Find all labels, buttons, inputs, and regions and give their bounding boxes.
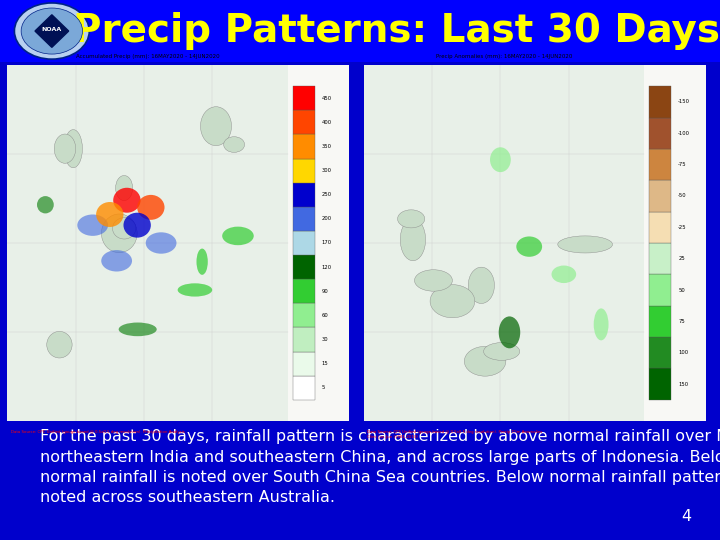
- Text: 15: 15: [322, 361, 328, 366]
- Ellipse shape: [119, 322, 157, 336]
- Bar: [649, 274, 672, 306]
- Ellipse shape: [552, 266, 576, 283]
- Bar: [7, 65, 288, 421]
- Text: 300: 300: [322, 168, 332, 173]
- Ellipse shape: [145, 232, 176, 254]
- Ellipse shape: [124, 213, 151, 238]
- Bar: [293, 86, 315, 110]
- Text: 350: 350: [322, 144, 332, 149]
- Text: 60: 60: [322, 313, 328, 318]
- Text: Accumulated Precip (mm): 16MAY2020 - 14JUN2020: Accumulated Precip (mm): 16MAY2020 - 14J…: [76, 55, 219, 59]
- Ellipse shape: [558, 236, 613, 253]
- Bar: [364, 65, 644, 421]
- Circle shape: [21, 8, 83, 54]
- Text: 170: 170: [322, 240, 332, 246]
- Ellipse shape: [499, 316, 521, 348]
- Bar: [649, 368, 672, 400]
- Bar: [293, 279, 315, 303]
- Bar: [293, 376, 315, 400]
- Ellipse shape: [197, 248, 208, 275]
- Ellipse shape: [594, 308, 608, 340]
- Text: 5: 5: [322, 385, 325, 390]
- Text: 30: 30: [322, 337, 328, 342]
- Ellipse shape: [222, 227, 253, 245]
- Ellipse shape: [200, 107, 232, 146]
- Bar: [293, 183, 315, 207]
- Ellipse shape: [397, 210, 425, 228]
- Text: 4: 4: [681, 509, 691, 524]
- Ellipse shape: [37, 196, 54, 213]
- Bar: [649, 180, 672, 212]
- Bar: [293, 303, 315, 327]
- Text: -50: -50: [678, 193, 687, 199]
- Bar: [649, 86, 672, 118]
- Text: NOAA: NOAA: [42, 28, 62, 32]
- Ellipse shape: [178, 284, 212, 296]
- Text: Data Source: CFS Unified (gauge-based @ 0.5x0.5 deg resolution). Precip Clim Ano: Data Source: CFS Unified (gauge-based @ …: [367, 430, 542, 438]
- Text: Precip Anomalies (mm): 16MAY2020 - 14JUN2020: Precip Anomalies (mm): 16MAY2020 - 14JUN…: [436, 55, 572, 59]
- Bar: [293, 231, 315, 255]
- Ellipse shape: [47, 332, 72, 358]
- Circle shape: [14, 3, 89, 59]
- Text: 250: 250: [322, 192, 332, 197]
- Ellipse shape: [137, 195, 164, 220]
- Bar: [0, 0, 720, 62]
- Bar: [649, 149, 672, 180]
- Ellipse shape: [102, 250, 132, 272]
- Text: 450: 450: [322, 96, 332, 101]
- Bar: [649, 243, 672, 274]
- Polygon shape: [35, 15, 68, 48]
- Ellipse shape: [116, 176, 132, 200]
- Ellipse shape: [96, 202, 124, 227]
- Bar: [649, 306, 672, 337]
- Ellipse shape: [400, 219, 426, 261]
- Bar: [0, 62, 720, 540]
- Text: For the past 30 days, rainfall pattern is characterized by above normal rainfall: For the past 30 days, rainfall pattern i…: [40, 429, 720, 505]
- Bar: [293, 255, 315, 279]
- Ellipse shape: [484, 342, 520, 360]
- Ellipse shape: [102, 214, 137, 253]
- Ellipse shape: [415, 270, 452, 291]
- Text: -25: -25: [678, 225, 687, 230]
- Bar: [293, 352, 315, 376]
- Text: -75: -75: [678, 162, 687, 167]
- Bar: [293, 327, 315, 352]
- Text: 25: 25: [678, 256, 685, 261]
- Ellipse shape: [54, 134, 76, 163]
- Text: 90: 90: [322, 289, 328, 294]
- Text: 150: 150: [678, 382, 688, 387]
- Text: 75: 75: [678, 319, 685, 324]
- Ellipse shape: [468, 267, 495, 303]
- Bar: [293, 207, 315, 231]
- Text: 400: 400: [322, 120, 332, 125]
- Ellipse shape: [464, 346, 506, 376]
- Ellipse shape: [77, 214, 108, 236]
- Text: Data Source: CPC Unified (gauge-based @ 0.5x0.5 deg resolution). Precipitation A: Data Source: CPC Unified (gauge-based @ …: [11, 430, 184, 434]
- Text: -100: -100: [678, 131, 690, 136]
- Text: 120: 120: [322, 265, 332, 269]
- Bar: [649, 212, 672, 243]
- Bar: [293, 110, 315, 134]
- Ellipse shape: [224, 137, 245, 152]
- Ellipse shape: [516, 237, 542, 257]
- Bar: [649, 337, 672, 368]
- Bar: [293, 134, 315, 159]
- Bar: [649, 118, 672, 149]
- Ellipse shape: [490, 147, 510, 172]
- Text: 200: 200: [322, 217, 332, 221]
- Ellipse shape: [64, 130, 82, 168]
- Bar: [293, 159, 315, 183]
- Text: 100: 100: [678, 350, 688, 355]
- Ellipse shape: [113, 188, 140, 213]
- Text: Precip Patterns: Last 30 Days: Precip Patterns: Last 30 Days: [73, 12, 719, 50]
- Ellipse shape: [430, 285, 474, 318]
- Ellipse shape: [112, 218, 136, 239]
- Text: 50: 50: [678, 287, 685, 293]
- Text: -150: -150: [678, 99, 690, 104]
